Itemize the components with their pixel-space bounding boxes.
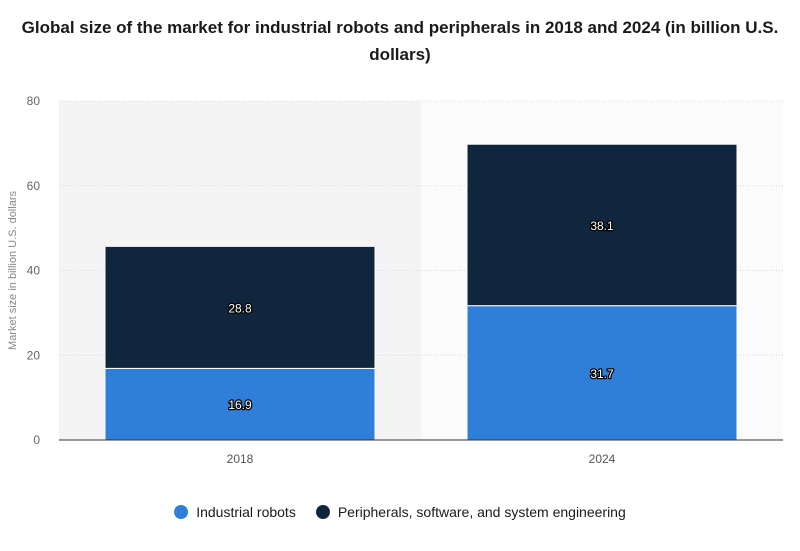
y-tick-label: 20	[27, 348, 41, 362]
data-label: 28.8	[228, 301, 252, 315]
legend-label-peripherals: Peripherals, software, and system engine…	[337, 504, 626, 520]
y-tick-label: 80	[27, 94, 41, 108]
y-tick-label: 40	[27, 264, 41, 278]
chart-title: Global size of the market for industrial…	[21, 18, 779, 64]
data-label: 16.9	[228, 398, 252, 412]
y-tick-label: 60	[27, 179, 41, 193]
legend-item-peripherals[interactable]: Peripherals, software, and system engine…	[315, 504, 626, 520]
y-axis-label: Market size in billion U.S. dollars	[7, 191, 19, 350]
data-label: 38.1	[590, 219, 614, 233]
bar-segment[interactable]	[104, 245, 376, 369]
legend-marker-industrial-robots	[174, 505, 189, 519]
x-tick-label: 2024	[589, 452, 616, 466]
data-label: 31.7	[590, 367, 614, 381]
legend: Industrial robots Peripherals, software,…	[0, 504, 800, 520]
bar-segment[interactable]	[466, 143, 738, 307]
x-tick-label: 2018	[227, 452, 254, 466]
legend-marker-peripherals	[315, 505, 330, 519]
legend-label-industrial-robots: Industrial robots	[196, 504, 296, 520]
y-tick-label: 0	[33, 433, 40, 447]
bar-segment[interactable]	[104, 367, 376, 441]
legend-item-industrial-robots[interactable]: Industrial robots	[174, 504, 296, 520]
